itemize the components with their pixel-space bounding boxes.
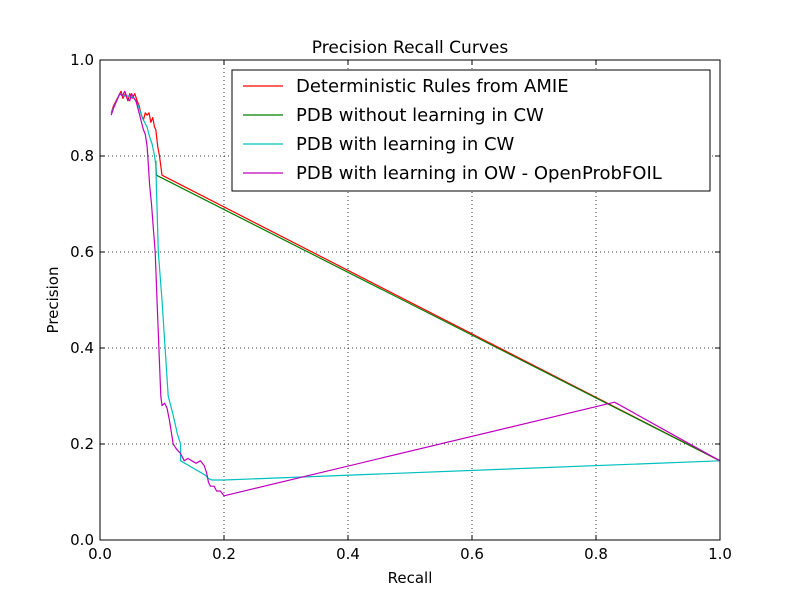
y-tick-label: 1.0 [70, 51, 94, 69]
legend: Deterministic Rules from AMIE PDB without… [231, 69, 711, 192]
y-tick-label: 0.2 [70, 435, 94, 453]
x-tick-label: 1.0 [708, 545, 732, 563]
y-tick-label: 0.0 [70, 531, 94, 549]
legend-label-1: Deterministic Rules from AMIE [296, 76, 569, 97]
series-line-3 [110, 92, 721, 481]
series-lines [110, 90, 721, 497]
series-line-2 [155, 160, 721, 462]
legend-box [231, 69, 711, 192]
axis-ticks: 0.0 0.2 0.4 0.6 0.8 1.0 0.0 0.2 0.4 0.6 0.8 1.0 [70, 51, 732, 563]
x-axis-label: Recall [388, 569, 433, 587]
legend-label-2: PDB without learning in CW [296, 105, 544, 126]
legend-label-3: PDB with learning in CW [296, 134, 515, 155]
x-tick-label: 0.4 [336, 545, 360, 563]
y-tick-label: 0.4 [70, 339, 94, 357]
legend-label-4: PDB with learning in OW - OpenProbFOIL [296, 163, 662, 184]
y-tick-label: 0.6 [70, 243, 94, 261]
x-tick-label: 0.0 [88, 545, 112, 563]
plot-frame [99, 59, 721, 541]
series-line-4 [110, 90, 721, 497]
x-tick-label: 0.2 [212, 545, 236, 563]
y-tick-label: 0.8 [70, 147, 94, 165]
x-tick-label: 0.6 [460, 545, 484, 563]
x-tick-label: 0.8 [584, 545, 608, 563]
chart-title: Precision Recall Curves [312, 38, 509, 58]
y-axis-label: Precision [44, 267, 62, 334]
